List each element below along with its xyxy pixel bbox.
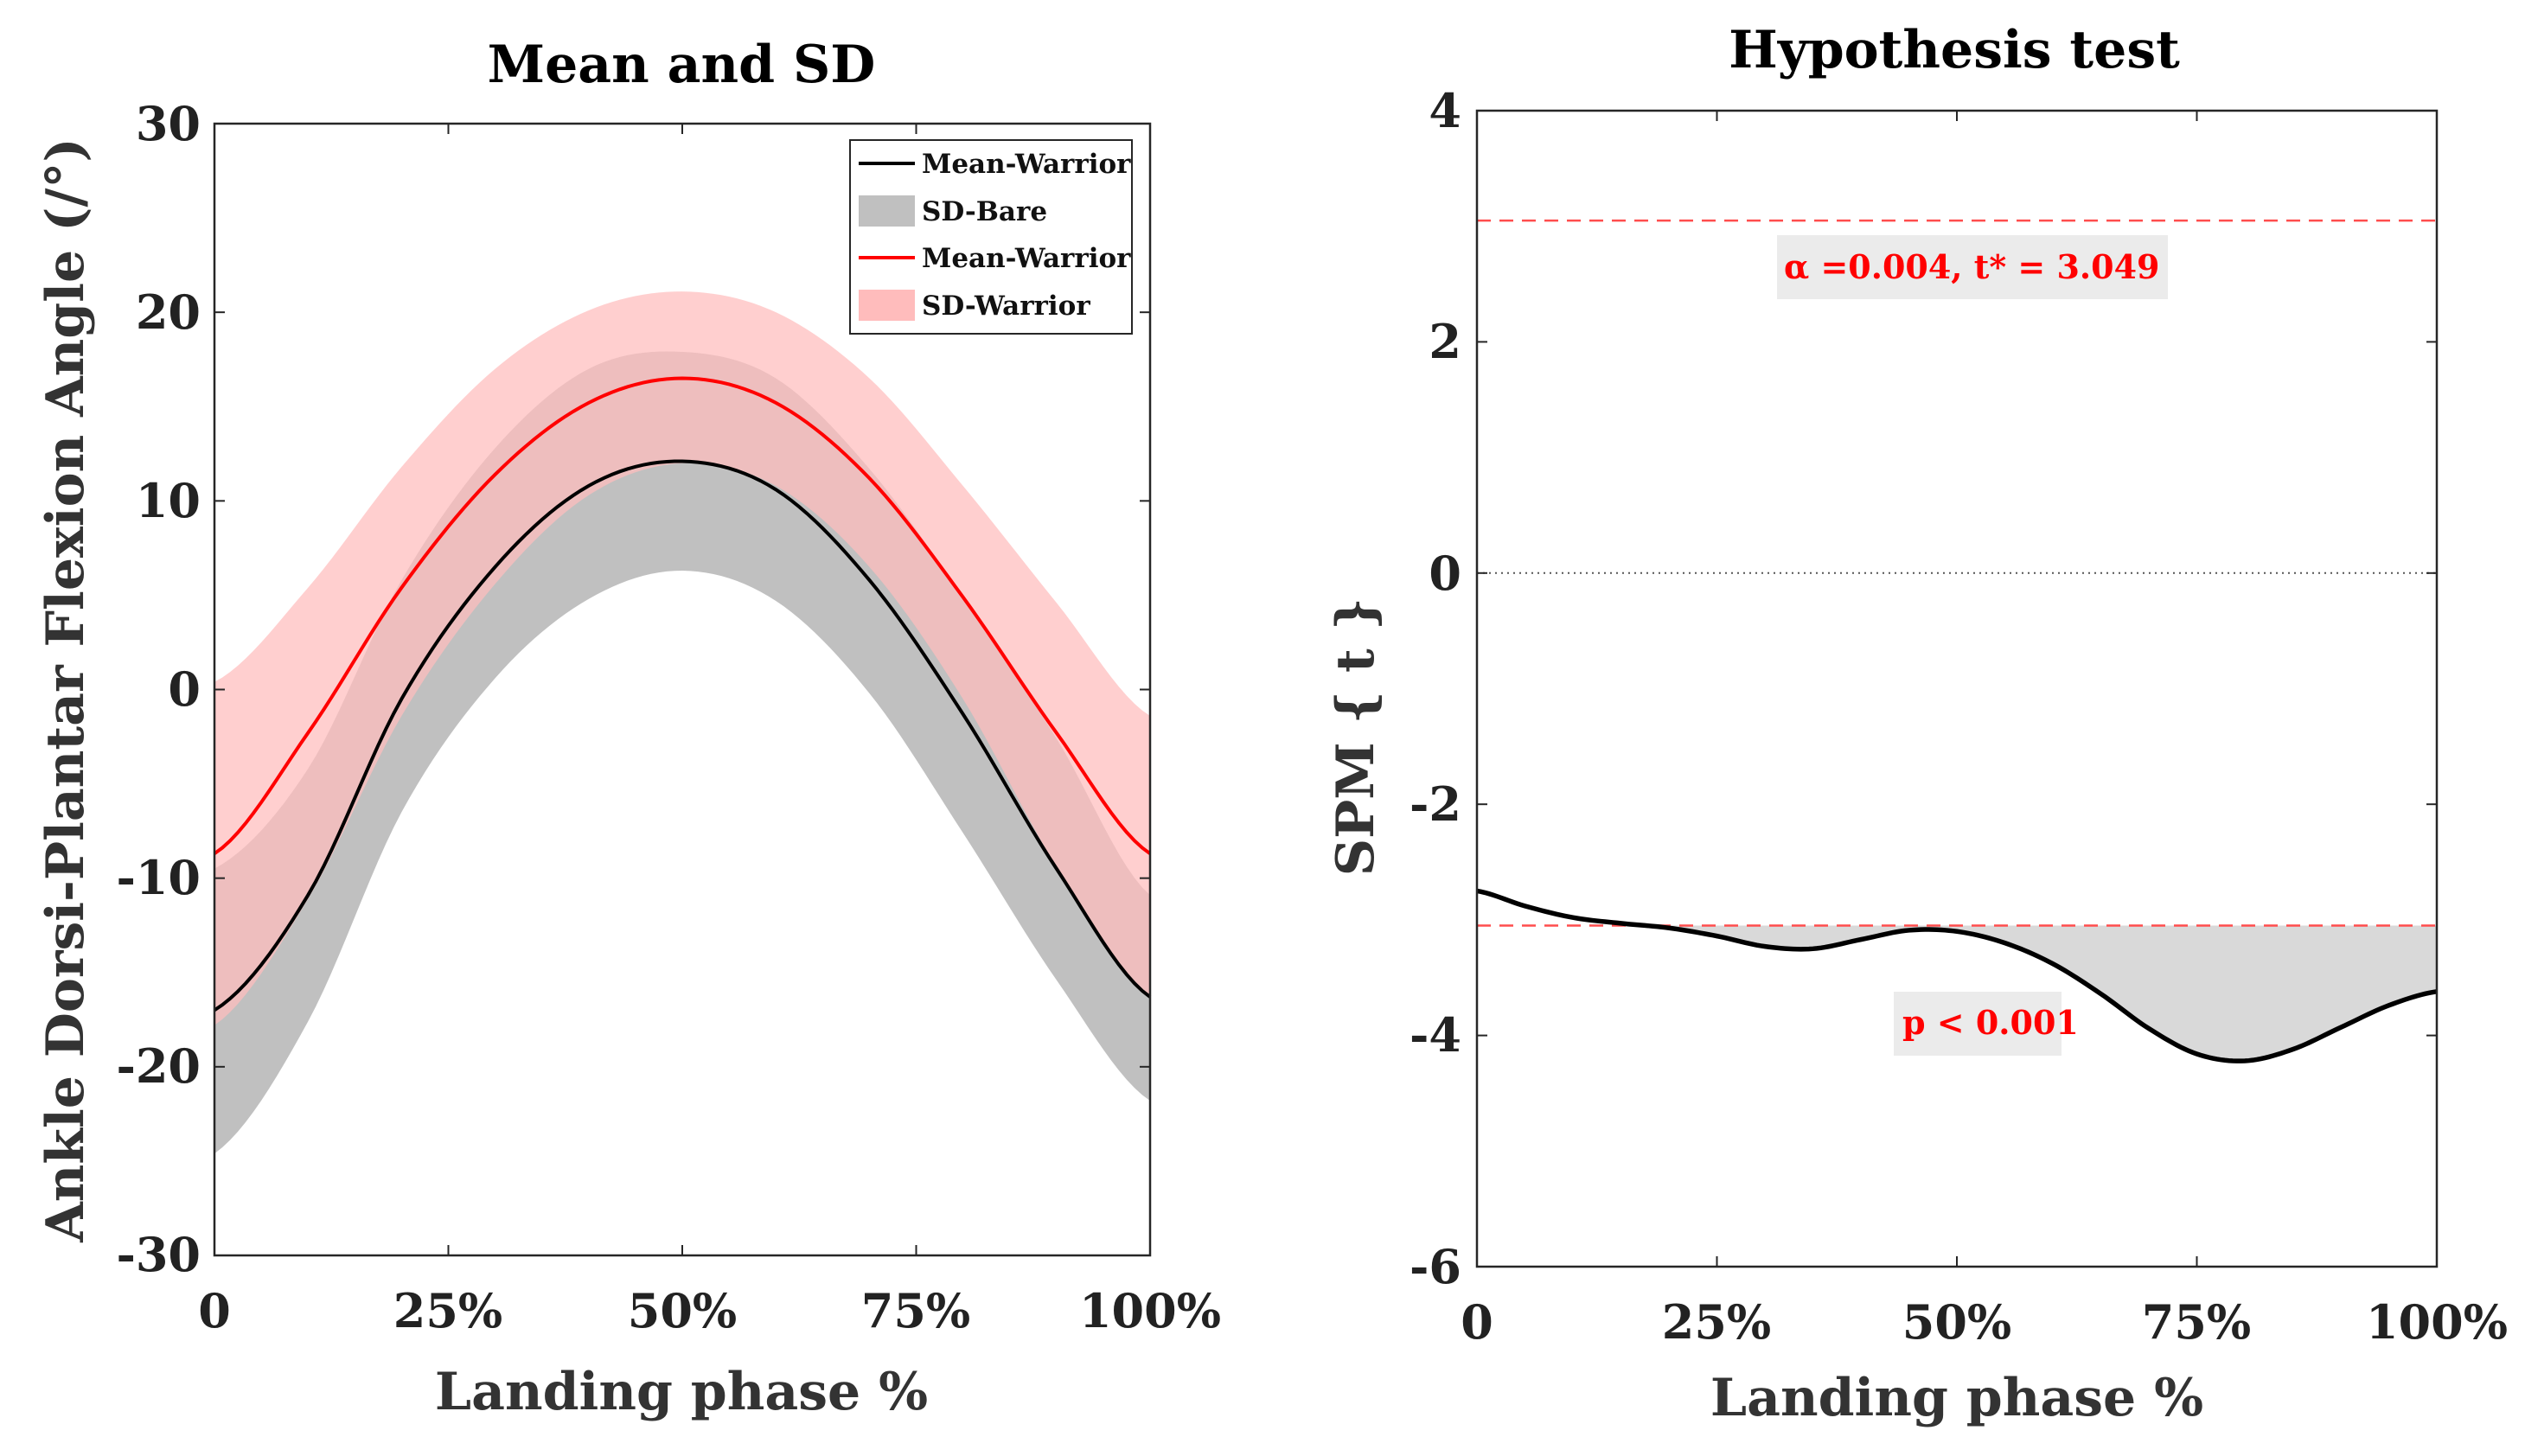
right-y-tick-label: -4 (1410, 1007, 1461, 1063)
right-y-tick-label: 2 (1429, 314, 1461, 369)
left-y-axis-label: Ankle Dorsi-Plantar Flexion Angle (/°) (35, 137, 96, 1243)
left-y-tick-label: -10 (116, 850, 201, 905)
spm-t-curve (1476, 888, 2438, 1063)
sd-band-warrior (214, 291, 1150, 1025)
right-panel: Hypothesis test α =0.004, t* = 3.049 p <… (1326, 20, 2508, 1428)
legend-swatch-sd-warrior (859, 290, 915, 321)
left-plot-area (213, 291, 1152, 1154)
right-x-tick-label: 75% (2142, 1294, 2251, 1350)
p-value-annotation: p < 0.001 (1902, 1003, 2079, 1042)
right-x-tick-labels: 0 25% 50% 75% 100% (1461, 1294, 2508, 1350)
right-x-axis-label: Landing phase % (1710, 1368, 2203, 1428)
right-plot-area (1476, 219, 2438, 1063)
left-y-tick-label: 0 (168, 661, 201, 717)
right-y-tick-label: 0 (1429, 546, 1461, 601)
legend-swatch-sd-bare (859, 195, 915, 227)
left-x-tick-labels: 0 25% 50% 75% 100% (198, 1283, 1221, 1338)
right-y-axis-label: SPM { t } (1326, 597, 1386, 876)
right-y-tick-labels: 4 2 0 -2 -4 -6 (1410, 83, 1461, 1294)
right-x-tick-label: 25% (1662, 1294, 1771, 1350)
left-y-tick-label: 10 (136, 473, 201, 528)
legend-label: SD-Bare (922, 196, 1047, 227)
left-tick-marks (214, 123, 1151, 1256)
mean-line-black (213, 459, 1152, 1012)
left-x-tick-label: 0 (198, 1283, 231, 1338)
left-y-tick-label: -20 (116, 1038, 201, 1094)
left-x-axis-label: Landing phase % (435, 1362, 928, 1422)
left-sd-bands (214, 291, 1150, 1154)
supra-threshold-cluster (1648, 925, 2437, 1062)
alpha-annotation: α =0.004, t* = 3.049 (1784, 247, 2159, 286)
p-value-annotation-box (1894, 992, 2062, 1056)
right-y-tick-label: -2 (1410, 776, 1461, 832)
right-x-tick-label: 100% (2366, 1294, 2508, 1350)
left-x-tick-label: 100% (1079, 1283, 1221, 1338)
left-x-tick-label: 75% (861, 1283, 970, 1338)
left-x-tick-label: 50% (628, 1283, 737, 1338)
right-y-tick-label: 4 (1429, 83, 1461, 138)
left-x-tick-label: 25% (393, 1283, 502, 1338)
mean-line-red (213, 376, 1152, 855)
left-mean-lines (213, 376, 1152, 1012)
left-y-tick-label: -30 (116, 1227, 201, 1282)
left-y-tick-label: 30 (136, 96, 201, 151)
left-chart-title: Mean and SD (488, 35, 876, 95)
right-chart-title: Hypothesis test (1729, 20, 2180, 80)
legend: Mean-Warrior SD-Bare Mean-Warrior SD-War… (849, 139, 1133, 335)
legend-label: Mean-Warrior (922, 243, 1131, 274)
right-x-tick-label: 50% (1902, 1294, 2011, 1350)
legend-label: SD-Warrior (922, 291, 1090, 322)
left-y-tick-label: 20 (136, 284, 201, 340)
left-panel: Mean and SD 30 20 10 0 -10 -20 -30 0 25%… (35, 35, 1221, 1422)
right-y-tick-label: -6 (1410, 1239, 1461, 1294)
legend-label: Mean-Warrior (922, 149, 1131, 180)
left-y-tick-labels: 30 20 10 0 -10 -20 -30 (116, 96, 201, 1282)
alpha-annotation-box (1777, 235, 2168, 299)
right-tick-marks (1476, 110, 2438, 1268)
right-x-tick-label: 0 (1461, 1294, 1493, 1350)
